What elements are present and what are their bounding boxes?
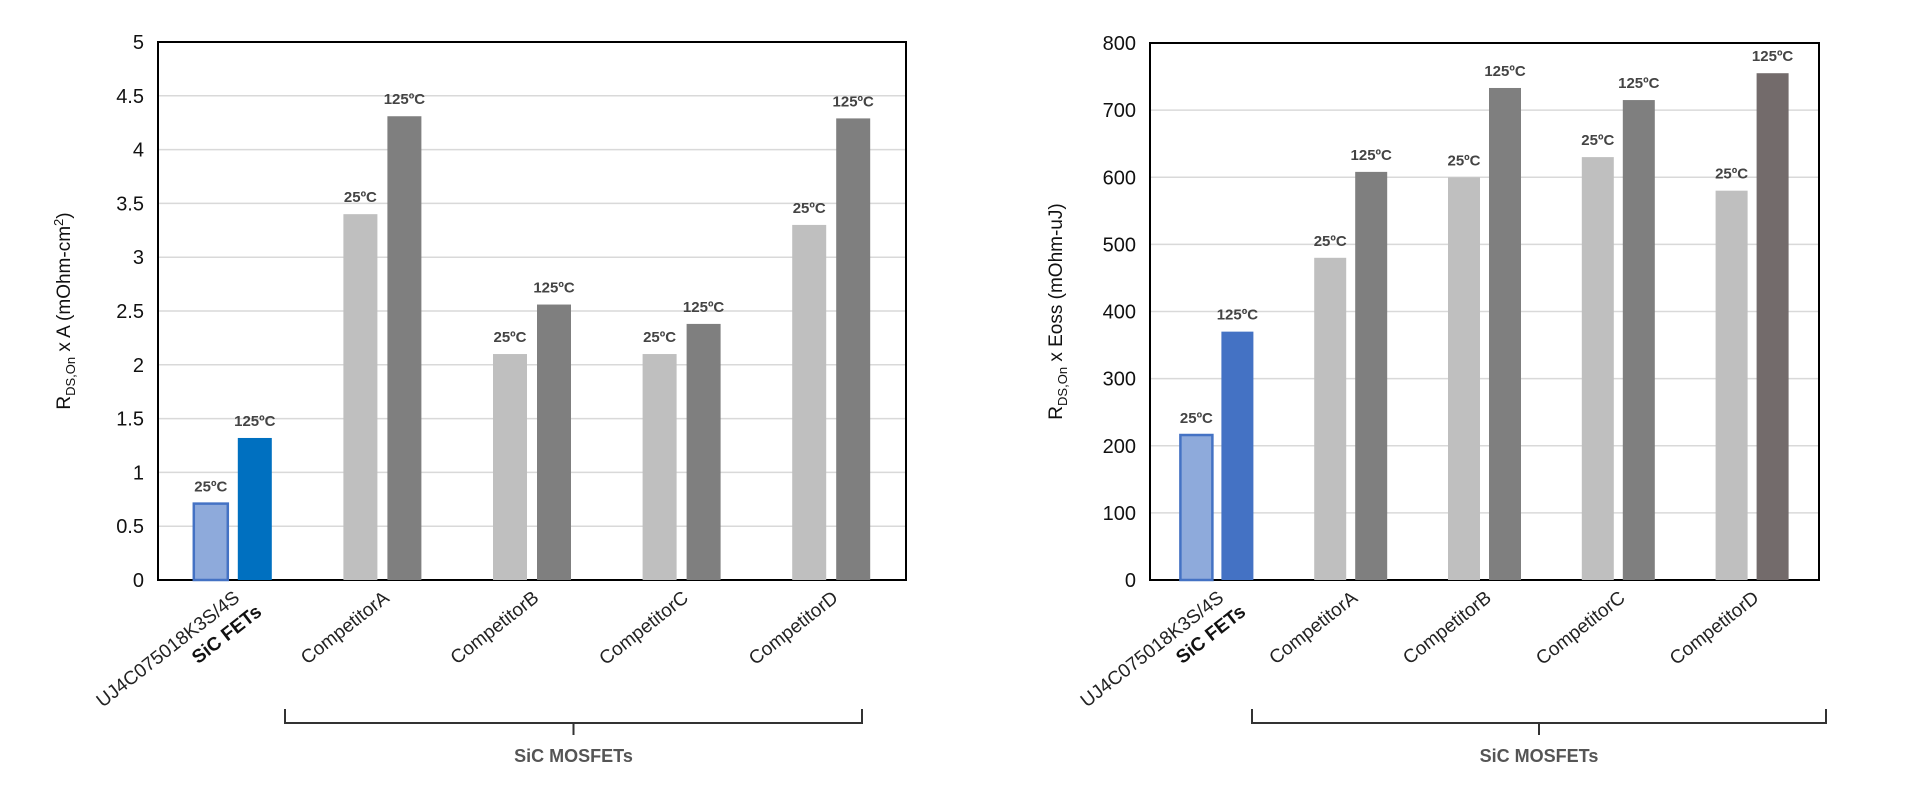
data-label: 25ºC (1180, 410, 1213, 427)
y-tick-label: 3 (133, 247, 144, 269)
data-label: 125ºC (533, 280, 575, 297)
data-label: 125ºC (234, 413, 276, 430)
bar-125c (387, 116, 422, 580)
y-tick-label: 5 (133, 32, 144, 54)
plot-frame (1149, 42, 1820, 581)
y-axis-title-main: x A (mOhm-cm (54, 226, 75, 357)
group-label: SiC MOSFETs (1480, 746, 1599, 766)
data-label: 25ºC (643, 329, 676, 346)
y-tick-label: 500 (1103, 234, 1136, 256)
y-tick-label: 400 (1103, 302, 1136, 324)
bar-125c (1489, 87, 1521, 580)
data-label: 25ºC (793, 200, 826, 217)
x-category-label: CompetitorA (297, 587, 393, 669)
y-tick-label: 1 (133, 462, 144, 484)
bar-25c (1179, 433, 1214, 582)
y-axis-title: RDS,On x Eoss (mOhm-uJ) (1046, 203, 1070, 419)
y-tick-label: 2.5 (116, 301, 144, 323)
chart-right: 0 100 200 300 400 500 600 700 800 RDS,On x Eoss (… (1046, 33, 1827, 766)
data-label: 125ºC (683, 299, 725, 316)
data-label: 25ºC (1448, 152, 1481, 169)
data-label: 125ºC (384, 91, 426, 108)
x-category-label: CompetitorC (596, 587, 693, 669)
bar-25c (1448, 177, 1480, 580)
bar-125c (1355, 171, 1388, 580)
x-category-label: CompetitorD (745, 587, 842, 669)
y-tick-label: 0 (133, 570, 144, 592)
data-label: 25ºC (494, 329, 527, 346)
bar-25c (343, 214, 378, 580)
data-label: 125ºC (833, 93, 875, 110)
data-label: 25ºC (344, 189, 377, 206)
bar-25c (1581, 157, 1614, 581)
data-label: 125ºC (1484, 63, 1526, 80)
bar-25c (493, 354, 527, 580)
group-bracket (1251, 709, 1827, 735)
data-label: 25ºC (1314, 233, 1347, 250)
data-label: 25ºC (194, 479, 227, 496)
data-label: 25ºC (1581, 132, 1614, 149)
bar-125c (237, 437, 272, 580)
bar-25c (642, 354, 677, 580)
data-label: 125ºC (1217, 307, 1259, 324)
bar-125c (1622, 100, 1655, 581)
bar-125c (537, 304, 571, 580)
bar-125c (1756, 73, 1789, 581)
y-tick-label: 1.5 (116, 409, 144, 431)
plot-frame (157, 41, 907, 581)
data-label: 125ºC (1351, 147, 1393, 164)
y-axis-title-main: x Eoss (mOhm-uJ) (1046, 203, 1067, 367)
bar-25c (792, 224, 827, 581)
y-axis-title-prefix: R (1046, 406, 1067, 420)
data-label: 25ºC (1715, 166, 1748, 183)
y-axis-title-superscript: 2 (51, 219, 66, 226)
bar-125c (836, 118, 871, 581)
y-axis-title: RDS,On x A (mOhm-cm2) (51, 212, 78, 409)
y-axis-title-subscript: DS,On (1055, 367, 1070, 406)
x-category-label: CompetitorA (1266, 587, 1362, 669)
bar-25c (192, 502, 230, 582)
x-category-label: CompetitorB (447, 587, 543, 669)
x-category-label: CompetitorD (1666, 587, 1763, 669)
y-axis-title-prefix: R (54, 396, 75, 410)
y-tick-label: 200 (1103, 436, 1136, 458)
y-tick-label: 3.5 (116, 193, 144, 215)
x-category-label: CompetitorC (1532, 587, 1629, 669)
data-label: 125ºC (1752, 48, 1794, 65)
y-tick-label: 100 (1103, 503, 1136, 525)
group-label: SiC MOSFETs (514, 746, 633, 766)
bar-125c (1221, 331, 1254, 580)
y-axis-title-suffix: ) (54, 212, 75, 218)
group-bracket (284, 709, 863, 735)
data-label: 125ºC (1618, 75, 1660, 92)
y-tick-label: 0.5 (116, 516, 144, 538)
y-tick-label: 700 (1103, 100, 1136, 122)
bar-25c (1314, 257, 1347, 580)
y-tick-label: 600 (1103, 167, 1136, 189)
bar-25c (1715, 190, 1748, 581)
x-category-label: CompetitorB (1399, 587, 1495, 669)
y-tick-label: 300 (1103, 369, 1136, 391)
y-tick-label: 4.5 (116, 86, 144, 108)
y-tick-label: 800 (1103, 33, 1136, 55)
bar-125c (686, 323, 721, 580)
chart-left: 0 0.5 1 1.5 2 2.5 3 3.5 4 4.5 5 RDS,On x A (mOhm-cm… (51, 32, 907, 766)
y-tick-label: 0 (1125, 570, 1136, 592)
y-axis-title-subscript: DS,On (63, 357, 78, 396)
y-tick-label: 4 (133, 140, 144, 162)
y-tick-label: 2 (133, 355, 144, 377)
